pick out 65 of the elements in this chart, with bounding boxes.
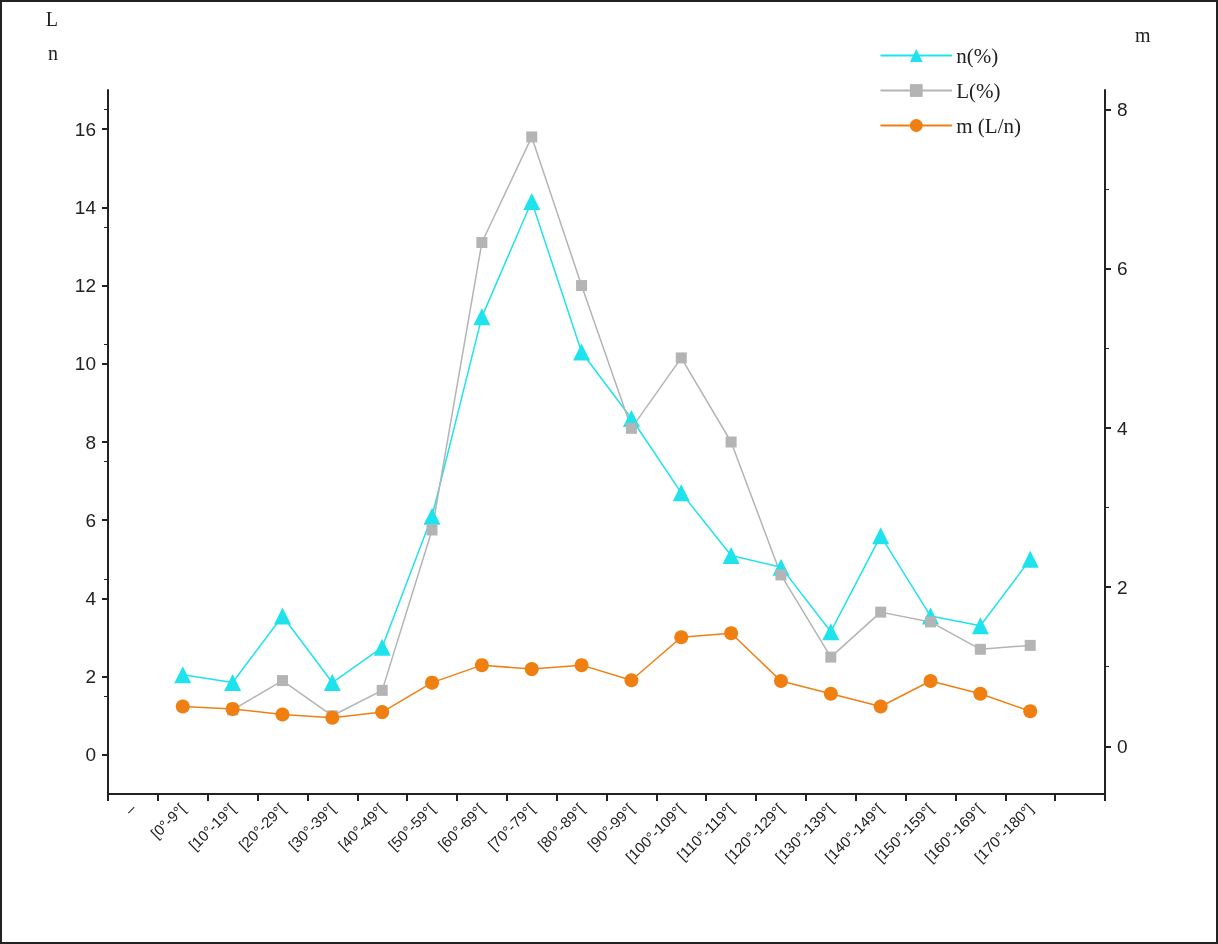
point <box>375 705 390 720</box>
point <box>722 546 740 564</box>
point <box>971 617 989 635</box>
y-tick-label: 16 <box>74 118 96 140</box>
point <box>474 658 489 673</box>
y2-tick-label: 8 <box>1117 99 1128 121</box>
point <box>224 674 242 692</box>
y-axis-title: L n <box>45 8 58 64</box>
point <box>672 484 690 502</box>
y2-tick-label: 6 <box>1117 258 1128 280</box>
y-tick-label: 14 <box>74 196 97 218</box>
point <box>473 308 491 326</box>
point <box>822 623 840 641</box>
y2-tick-label: 4 <box>1117 417 1128 439</box>
point <box>276 675 288 687</box>
point <box>674 630 689 645</box>
point <box>872 527 890 545</box>
point <box>174 666 192 684</box>
x-tick-label: – <box>121 799 140 818</box>
point <box>524 662 539 677</box>
point <box>773 674 788 689</box>
point <box>923 674 938 689</box>
y-tick-label: 4 <box>85 587 97 609</box>
point <box>376 684 388 696</box>
legend-label: L(%) <box>956 78 1001 103</box>
point <box>425 675 440 690</box>
legend-label: n(%) <box>956 43 999 68</box>
point <box>823 686 838 701</box>
point <box>825 651 837 663</box>
y-tick-label: 12 <box>74 275 96 297</box>
y2-axis-title: m <box>1135 24 1151 46</box>
y-tick-label: 8 <box>85 431 96 453</box>
y2-tick-label: 0 <box>1117 735 1128 757</box>
point <box>973 686 988 701</box>
point <box>873 699 888 714</box>
point <box>1021 550 1039 568</box>
point <box>175 699 190 714</box>
point <box>724 626 739 641</box>
point <box>624 673 639 688</box>
point <box>574 658 589 673</box>
point <box>1023 704 1038 719</box>
point <box>625 422 637 434</box>
point <box>275 707 290 722</box>
y-tick-label: 0 <box>85 744 96 766</box>
point <box>426 524 438 536</box>
point <box>974 643 986 655</box>
y-tick-label: 2 <box>85 666 96 688</box>
point <box>675 352 687 364</box>
point <box>323 674 341 692</box>
point <box>523 192 541 210</box>
point <box>573 343 591 361</box>
point <box>875 606 887 618</box>
point <box>1024 639 1036 651</box>
point <box>725 436 737 448</box>
y-tick-label: 10 <box>74 353 96 375</box>
point <box>273 607 291 625</box>
y2-tick-label: 2 <box>1117 576 1128 598</box>
point <box>576 280 588 292</box>
y-tick-label: 6 <box>85 509 96 531</box>
point <box>775 569 787 581</box>
legend-label: m (L/n) <box>956 113 1022 138</box>
point <box>373 638 391 656</box>
point <box>476 237 488 249</box>
point <box>423 507 441 525</box>
point <box>526 131 538 143</box>
